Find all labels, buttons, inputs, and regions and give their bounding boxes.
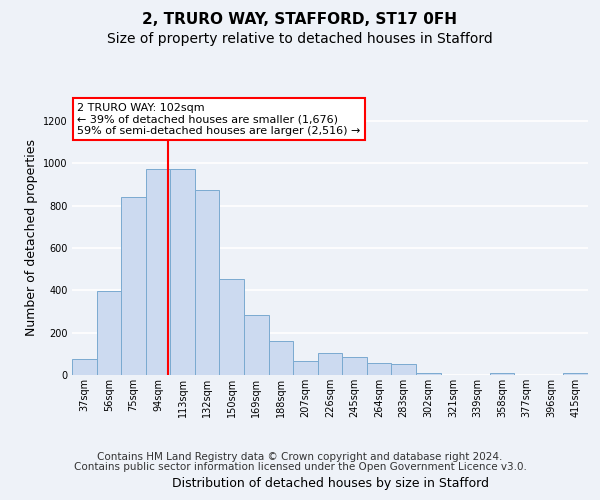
Text: Size of property relative to detached houses in Stafford: Size of property relative to detached ho… (107, 32, 493, 46)
Bar (367, 364, 391, 375)
Bar (318, 353, 342, 375)
Bar (563, 373, 588, 375)
Bar (342, 357, 367, 375)
Text: 2, TRURO WAY, STAFFORD, ST17 0FH: 2, TRURO WAY, STAFFORD, ST17 0FH (143, 12, 458, 28)
Bar (293, 361, 318, 375)
Text: Contains public sector information licensed under the Open Government Licence v3: Contains public sector information licen… (74, 462, 526, 472)
Bar (490, 373, 514, 375)
Bar (244, 314, 269, 375)
Bar (391, 364, 416, 375)
Text: 2 TRURO WAY: 102sqm
← 39% of detached houses are smaller (1,676)
59% of semi-det: 2 TRURO WAY: 102sqm ← 39% of detached ho… (77, 103, 361, 136)
Bar (146, 169, 170, 375)
Text: Distribution of detached houses by size in Stafford: Distribution of detached houses by size … (172, 477, 488, 490)
Bar (72, 359, 97, 375)
Bar (269, 341, 293, 375)
Bar (195, 190, 220, 375)
Bar (97, 292, 121, 375)
Bar (220, 279, 244, 375)
Y-axis label: Number of detached properties: Number of detached properties (25, 139, 38, 336)
Text: Contains HM Land Registry data © Crown copyright and database right 2024.: Contains HM Land Registry data © Crown c… (97, 452, 503, 462)
Bar (121, 198, 146, 375)
Bar (170, 169, 195, 375)
Bar (416, 373, 440, 375)
